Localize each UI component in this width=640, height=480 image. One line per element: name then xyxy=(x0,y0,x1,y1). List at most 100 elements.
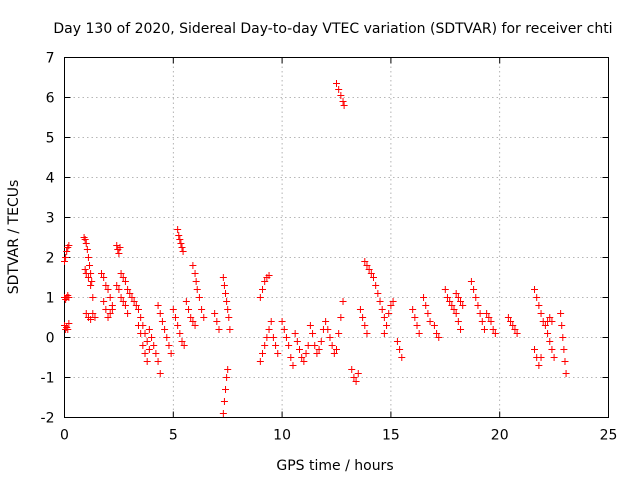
data-point xyxy=(435,334,443,341)
data-point xyxy=(256,358,264,365)
data-point xyxy=(187,314,195,321)
data-point xyxy=(132,302,140,309)
data-point xyxy=(340,102,348,109)
data-point xyxy=(511,326,519,333)
data-point xyxy=(485,314,493,321)
y-tick-label: 2 xyxy=(46,251,55,267)
data-point xyxy=(369,274,377,281)
data-point xyxy=(88,278,96,285)
data-point xyxy=(398,354,406,361)
data-point xyxy=(339,298,347,305)
axis-ticks xyxy=(64,57,609,418)
data-point xyxy=(380,314,388,321)
data-point xyxy=(65,242,73,249)
data-point xyxy=(108,306,116,313)
data-point xyxy=(106,310,114,317)
data-point xyxy=(139,342,147,349)
plot-frame xyxy=(64,57,609,418)
data-point xyxy=(548,318,556,325)
data-point xyxy=(513,330,521,337)
data-point xyxy=(396,346,404,353)
data-point xyxy=(335,86,343,93)
data-point xyxy=(195,294,203,301)
data-point xyxy=(119,298,127,305)
data-point xyxy=(433,330,441,337)
data-point xyxy=(424,310,432,317)
data-point xyxy=(374,290,382,297)
data-point xyxy=(559,334,567,341)
data-point xyxy=(128,294,136,301)
data-point xyxy=(121,278,129,285)
data-point xyxy=(117,294,125,301)
data-point xyxy=(350,374,358,381)
data-point xyxy=(87,316,95,323)
data-point xyxy=(537,354,545,361)
data-point xyxy=(152,350,160,357)
data-point xyxy=(339,98,347,105)
data-point xyxy=(478,318,486,325)
data-point xyxy=(352,378,360,385)
data-point xyxy=(282,334,290,341)
data-point xyxy=(531,286,539,293)
data-point xyxy=(467,278,475,285)
data-point xyxy=(422,302,430,309)
data-point xyxy=(158,318,166,325)
data-point xyxy=(302,350,310,357)
data-point xyxy=(480,326,488,333)
data-point xyxy=(372,282,380,289)
data-point xyxy=(272,342,280,349)
data-point xyxy=(174,226,182,233)
data-point xyxy=(256,294,264,301)
data-point xyxy=(561,358,569,365)
data-point xyxy=(224,306,232,313)
y-axis-title: SDTVAR / TECUs xyxy=(6,180,22,295)
data-point xyxy=(315,346,323,353)
data-point xyxy=(454,294,462,301)
data-point xyxy=(413,322,421,329)
y-tick-label: -2 xyxy=(41,411,55,427)
x-tick-label: 5 xyxy=(169,428,178,444)
data-point xyxy=(171,314,179,321)
data-point xyxy=(176,236,184,243)
data-points xyxy=(61,80,570,417)
data-point xyxy=(443,294,451,301)
data-point xyxy=(296,346,304,353)
data-point xyxy=(213,318,221,325)
data-point xyxy=(115,286,123,293)
data-point xyxy=(65,294,73,301)
data-point xyxy=(457,326,465,333)
y-tick-label: 1 xyxy=(46,291,55,307)
data-point xyxy=(328,342,336,349)
y-tick-labels: -2 -1 0 1 2 3 4 5 6 7 xyxy=(41,51,55,427)
data-point xyxy=(306,322,314,329)
data-point xyxy=(178,338,186,345)
data-point xyxy=(489,326,497,333)
data-point xyxy=(102,306,110,313)
data-point xyxy=(452,290,460,297)
data-point xyxy=(330,350,338,357)
data-point xyxy=(300,358,308,365)
data-point xyxy=(191,322,199,329)
data-point xyxy=(535,302,543,309)
data-point xyxy=(285,342,293,349)
data-point xyxy=(426,318,434,325)
data-point xyxy=(393,338,401,345)
data-point xyxy=(259,286,267,293)
data-point xyxy=(454,318,462,325)
data-point xyxy=(441,286,449,293)
data-point xyxy=(415,330,423,337)
data-point xyxy=(83,246,91,253)
data-point xyxy=(483,310,491,317)
data-point xyxy=(491,330,499,337)
data-point xyxy=(191,270,199,277)
data-point xyxy=(317,338,325,345)
data-point xyxy=(361,322,369,329)
x-tick-label: 0 xyxy=(60,428,69,444)
data-point xyxy=(156,370,164,377)
data-point xyxy=(546,314,554,321)
data-point xyxy=(124,286,132,293)
data-point xyxy=(220,398,228,405)
data-point xyxy=(100,274,108,281)
data-point xyxy=(82,310,90,317)
x-axis-title: GPS time / hours xyxy=(276,458,393,474)
